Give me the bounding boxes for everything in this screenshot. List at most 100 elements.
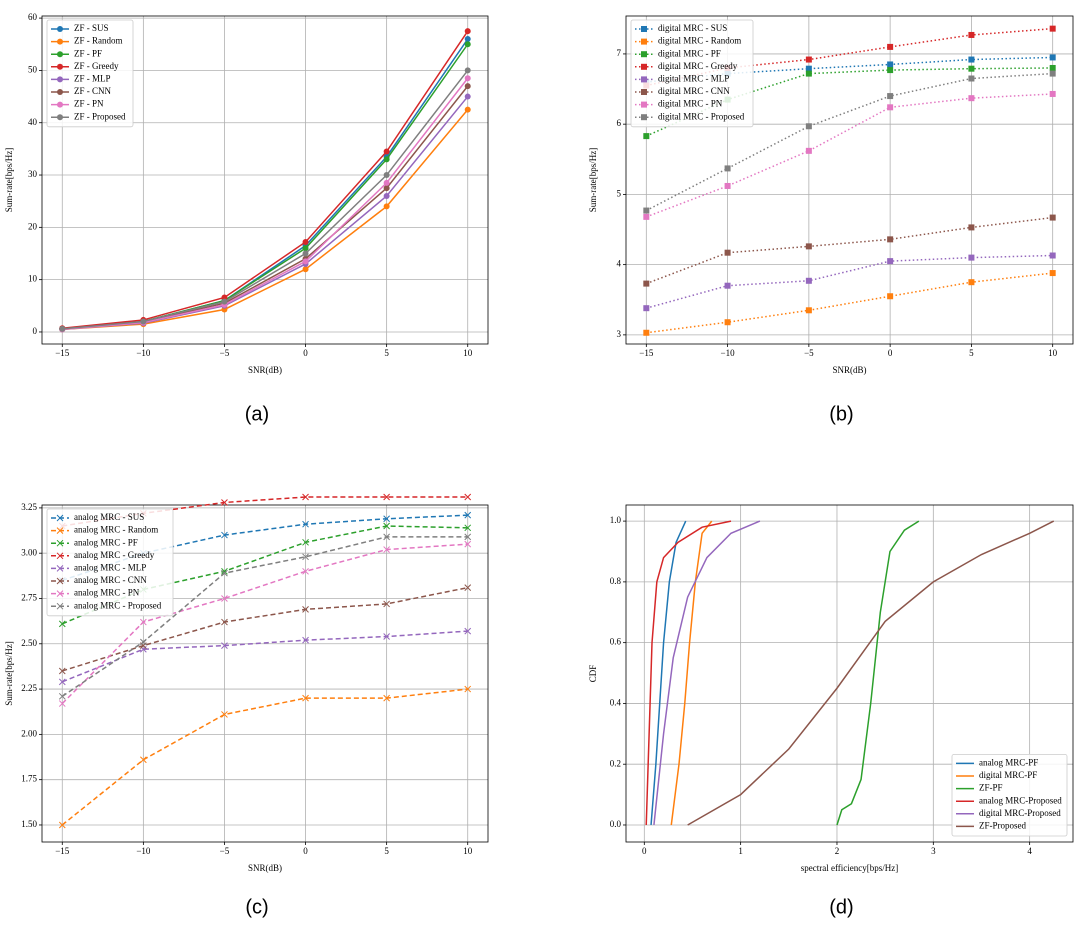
marker [805, 70, 812, 77]
series-line [645, 520, 732, 826]
y-tick-label: 3 [617, 329, 622, 339]
marker [302, 538, 309, 546]
legend-label: digital MRC - PF [658, 48, 721, 58]
marker [805, 147, 812, 154]
marker [968, 254, 975, 261]
caption: (d) [829, 896, 853, 918]
y-tick-label: 0.6 [610, 637, 622, 647]
marker [887, 43, 894, 50]
marker [302, 245, 309, 252]
y-tick-label: 2.75 [21, 593, 37, 603]
marker [724, 282, 731, 289]
marker [641, 63, 647, 70]
marker [302, 258, 309, 265]
marker [464, 67, 471, 74]
y-tick-label: 0 [33, 326, 38, 336]
marker [57, 101, 63, 108]
series-line [645, 72, 1053, 212]
caption: (c) [245, 896, 268, 918]
x-axis-label: SNR(dB) [248, 863, 282, 873]
legend-label: digital MRC - MLP [658, 73, 729, 83]
y-tick-label: 7 [617, 48, 622, 58]
marker [56, 514, 64, 522]
marker [464, 106, 471, 113]
marker [1049, 54, 1056, 61]
marker [383, 192, 390, 199]
marker [968, 65, 975, 72]
x-axis-label: spectral efficiency[bps/Hz] [801, 863, 899, 873]
y-tick-label: 0.8 [610, 576, 622, 586]
y-tick-label: 3.00 [21, 547, 37, 557]
marker [57, 89, 63, 95]
marker [887, 61, 894, 68]
x-tick-label: −10 [136, 846, 151, 856]
legend-box [46, 508, 174, 617]
legend: digital MRC - SUS digital MRC - Random dig… [630, 19, 754, 128]
marker [302, 238, 309, 245]
y-tick-label: 6 [617, 118, 622, 128]
series-line [62, 30, 469, 330]
marker [383, 148, 390, 155]
marker [383, 633, 390, 640]
x-tick-label: −5 [220, 846, 230, 856]
legend-label: ZF - PF [74, 48, 102, 58]
series-line [670, 520, 713, 826]
marker [57, 114, 63, 121]
series-line [62, 77, 469, 331]
x-tick-label: −15 [55, 348, 70, 358]
marker [57, 38, 63, 45]
marker [968, 31, 975, 38]
marker [968, 95, 975, 102]
x-tick-label: −5 [220, 348, 230, 358]
legend-label: ZF - MLP [74, 73, 111, 83]
marker [383, 600, 390, 608]
legend-label: analog MRC - Greedy [74, 550, 155, 560]
y-tick-label: 2.25 [21, 683, 37, 693]
marker [643, 280, 650, 287]
x-tick-label: 5 [384, 348, 389, 358]
marker [643, 305, 650, 312]
marker [221, 499, 228, 506]
y-tick-label: 20 [28, 221, 38, 231]
marker [805, 56, 812, 63]
marker [643, 133, 650, 140]
marker [221, 618, 228, 626]
x-tick-label: 0 [303, 846, 308, 856]
marker [641, 89, 647, 95]
series-line [62, 69, 469, 330]
plot-frame [41, 15, 489, 345]
chart: 0 1 2 3 4 0.0 0.2 0.4 0.6 0.8 1.0 spectral efficien… [588, 504, 1074, 918]
marker [464, 584, 472, 591]
series-line [62, 514, 468, 582]
marker [641, 26, 647, 32]
marker [641, 114, 647, 121]
series-line [836, 520, 920, 826]
marker [968, 75, 975, 82]
x-tick-label: 5 [969, 348, 974, 358]
legend-label: ZF - Random [74, 36, 123, 46]
marker [383, 533, 390, 541]
marker [464, 75, 471, 82]
marker [805, 307, 812, 314]
x-tick-label: 0 [888, 348, 893, 358]
marker [641, 101, 647, 108]
y-tick-label: 10 [28, 274, 38, 284]
x-tick-label: 10 [463, 348, 473, 358]
marker [56, 565, 64, 572]
marker [968, 56, 975, 63]
series-line [650, 520, 687, 826]
marker [140, 318, 147, 325]
marker [887, 236, 894, 243]
marker [464, 627, 472, 635]
series-line [62, 109, 469, 331]
marker [464, 83, 471, 90]
legend-box [630, 19, 754, 128]
marker [805, 65, 812, 72]
legend-label: analog MRC - Random [74, 525, 158, 535]
x-tick-label: 0 [303, 348, 308, 358]
marker [383, 185, 390, 192]
marker [56, 539, 64, 547]
marker [302, 520, 309, 528]
marker [641, 76, 647, 83]
marker [887, 67, 894, 74]
